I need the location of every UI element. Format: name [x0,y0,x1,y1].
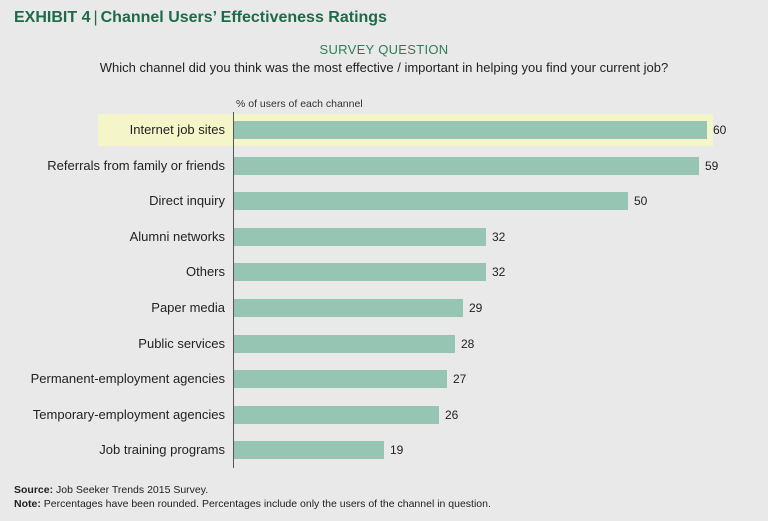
category-label-alumni-networks: Alumni networks [129,229,225,244]
value-label-alumni-networks: 32 [492,230,506,244]
category-label-job-training-programs: Job training programs [99,442,225,457]
bar-others [234,263,486,281]
bar-permanent-employment-agencies [234,370,447,388]
value-label-permanent-employment-agencies: 27 [453,372,467,386]
category-axis-line [233,112,234,468]
value-label-others: 32 [492,265,506,279]
chart-title: Channel Users’ Effectiveness Ratings [100,9,387,26]
value-label-direct-inquiry: 50 [634,194,648,208]
note-label: Note: [14,498,41,510]
source-text: Job Seeker Trends 2015 Survey. [56,484,209,496]
bar-temporary-employment-agencies [234,406,439,424]
survey-question-text: Which channel did you think was the most… [99,60,669,75]
x-axis-unit-label: % of users of each channel [236,98,363,110]
value-label-temporary-employment-agencies: 26 [445,408,459,422]
value-label-job-training-programs: 19 [390,443,404,457]
bar-referrals-from-family-or-friends [234,157,699,175]
category-label-referrals-from-family-or-friends: Referrals from family or friends [47,158,225,173]
survey-question-label: SURVEY QUESTION [319,42,449,57]
bar-direct-inquiry [234,192,628,210]
title-separator: | [93,9,98,26]
category-label-permanent-employment-agencies: Permanent-employment agencies [30,371,225,386]
bar-alumni-networks [234,228,486,246]
bar-internet-job-sites [234,121,707,139]
category-label-internet-job-sites: Internet job sites [129,122,225,137]
note-text: Percentages have been rounded. Percentag… [43,498,491,510]
bar-job-training-programs [234,441,384,459]
category-label-public-services: Public services [138,336,225,351]
exhibit-title: EXHIBIT 4 | Channel Users’ Effectiveness R… [14,9,387,27]
value-label-paper-media: 29 [469,301,483,315]
bar-public-services [234,335,455,353]
category-label-paper-media: Paper media [151,300,225,315]
exhibit-number: EXHIBIT 4 [14,9,91,26]
source-label: Source: [14,484,54,496]
note-line: Note: Percentages have been rounded. Per… [14,498,491,510]
bar-paper-media [234,299,463,317]
category-label-temporary-employment-agencies: Temporary-employment agencies [32,407,225,422]
value-label-referrals-from-family-or-friends: 59 [705,159,719,173]
source-line: Source: Job Seeker Trends 2015 Survey. [14,484,208,496]
value-label-internet-job-sites: 60 [713,123,727,137]
category-label-others: Others [185,264,225,279]
category-label-direct-inquiry: Direct inquiry [149,193,225,208]
value-label-public-services: 28 [461,337,475,351]
